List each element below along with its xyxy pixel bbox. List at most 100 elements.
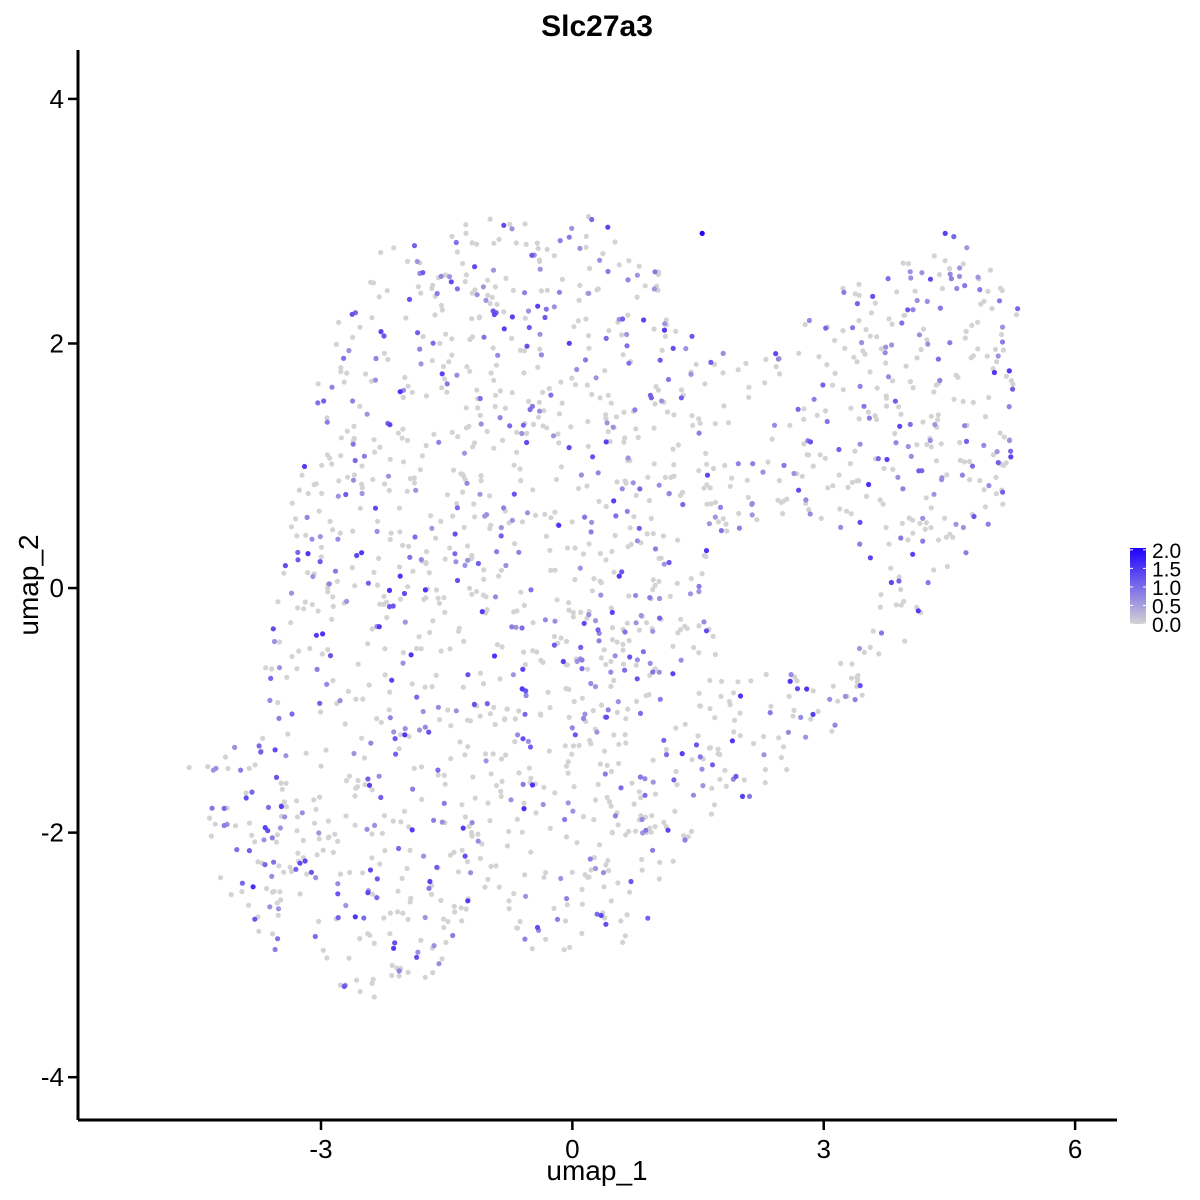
cell-point bbox=[670, 858, 676, 864]
cell-point bbox=[325, 835, 331, 841]
cell-point bbox=[893, 602, 899, 608]
cell-point bbox=[334, 578, 340, 584]
cell-point bbox=[186, 764, 192, 771]
cell-point bbox=[907, 269, 913, 275]
cell-point bbox=[369, 831, 375, 837]
cell-point bbox=[611, 569, 617, 575]
cell-point bbox=[449, 336, 455, 342]
cell-point bbox=[464, 543, 471, 549]
cell-point bbox=[626, 360, 632, 366]
cell-point bbox=[338, 435, 344, 441]
cell-point bbox=[761, 752, 767, 758]
cell-point bbox=[382, 672, 388, 678]
cell-point bbox=[464, 859, 471, 865]
cell-point bbox=[720, 350, 726, 356]
cell-point bbox=[986, 483, 992, 489]
cell-point bbox=[883, 403, 890, 409]
cell-point bbox=[999, 287, 1005, 294]
cell-point bbox=[1006, 404, 1012, 410]
cell-point bbox=[718, 678, 725, 685]
cell-point bbox=[851, 354, 857, 360]
cell-point bbox=[346, 955, 352, 961]
cell-point bbox=[662, 321, 668, 327]
cell-point bbox=[746, 793, 753, 800]
cell-point bbox=[621, 439, 627, 445]
cell-point bbox=[343, 902, 349, 909]
cell-point bbox=[304, 514, 310, 521]
cell-point bbox=[521, 800, 527, 806]
cell-point bbox=[892, 398, 899, 404]
cell-point bbox=[990, 366, 996, 372]
cell-point bbox=[608, 669, 614, 675]
cell-point bbox=[898, 602, 904, 608]
cell-point bbox=[624, 508, 630, 514]
cell-point bbox=[634, 676, 640, 682]
cell-point bbox=[840, 285, 846, 291]
cell-point bbox=[350, 477, 357, 483]
cell-point bbox=[856, 318, 862, 324]
cell-point bbox=[771, 422, 778, 428]
cell-point bbox=[559, 400, 565, 406]
cell-point bbox=[602, 368, 608, 374]
cell-point bbox=[707, 677, 713, 684]
cell-point bbox=[461, 524, 467, 530]
cell-point bbox=[317, 534, 323, 540]
cell-point bbox=[469, 833, 475, 839]
cell-point bbox=[566, 600, 572, 606]
cell-point bbox=[674, 580, 680, 586]
cell-point bbox=[596, 842, 603, 848]
cell-point bbox=[678, 616, 684, 622]
cell-point bbox=[568, 424, 574, 430]
cell-point bbox=[620, 352, 626, 358]
cell-point bbox=[269, 835, 275, 841]
cell-point bbox=[665, 376, 672, 383]
cell-point bbox=[854, 478, 860, 484]
cell-point bbox=[608, 803, 614, 809]
cell-point bbox=[729, 738, 736, 744]
cell-point bbox=[804, 452, 810, 458]
cell-point bbox=[923, 495, 929, 501]
cell-point bbox=[730, 690, 737, 696]
cell-point bbox=[530, 620, 536, 626]
cell-point bbox=[484, 428, 490, 434]
cell-point bbox=[608, 768, 615, 775]
cell-point bbox=[274, 832, 280, 838]
cell-point bbox=[514, 925, 521, 931]
cell-point bbox=[942, 515, 948, 521]
cell-point bbox=[213, 765, 219, 771]
cell-point bbox=[379, 830, 385, 836]
cell-point bbox=[551, 633, 558, 640]
cell-point bbox=[564, 662, 571, 668]
cell-point bbox=[637, 710, 644, 717]
cell-point bbox=[577, 282, 583, 288]
cell-point bbox=[514, 449, 520, 455]
cell-point bbox=[910, 307, 916, 313]
cell-point bbox=[299, 810, 305, 816]
cell-point bbox=[517, 466, 523, 472]
cell-point bbox=[960, 261, 966, 267]
cell-point bbox=[492, 594, 499, 600]
cell-point bbox=[760, 469, 766, 475]
cell-point bbox=[208, 833, 214, 839]
cell-point bbox=[825, 485, 831, 491]
cell-point bbox=[509, 226, 515, 232]
cell-point bbox=[499, 778, 505, 785]
cell-point bbox=[430, 970, 436, 976]
cell-point bbox=[525, 308, 532, 314]
cell-point bbox=[532, 512, 539, 519]
cell-point bbox=[735, 679, 741, 685]
cell-point bbox=[270, 626, 276, 632]
cell-point bbox=[678, 395, 685, 401]
cell-point bbox=[582, 872, 588, 878]
legend-label: 0.5 bbox=[1152, 595, 1181, 618]
cell-point bbox=[679, 751, 685, 757]
cell-point bbox=[275, 700, 281, 706]
cell-point bbox=[591, 817, 597, 823]
cell-point bbox=[954, 285, 960, 292]
cell-point bbox=[680, 501, 686, 508]
cell-point bbox=[986, 394, 992, 401]
cell-point bbox=[888, 579, 895, 586]
cell-point bbox=[905, 261, 912, 267]
cell-point bbox=[517, 347, 524, 353]
cell-point bbox=[610, 424, 616, 430]
